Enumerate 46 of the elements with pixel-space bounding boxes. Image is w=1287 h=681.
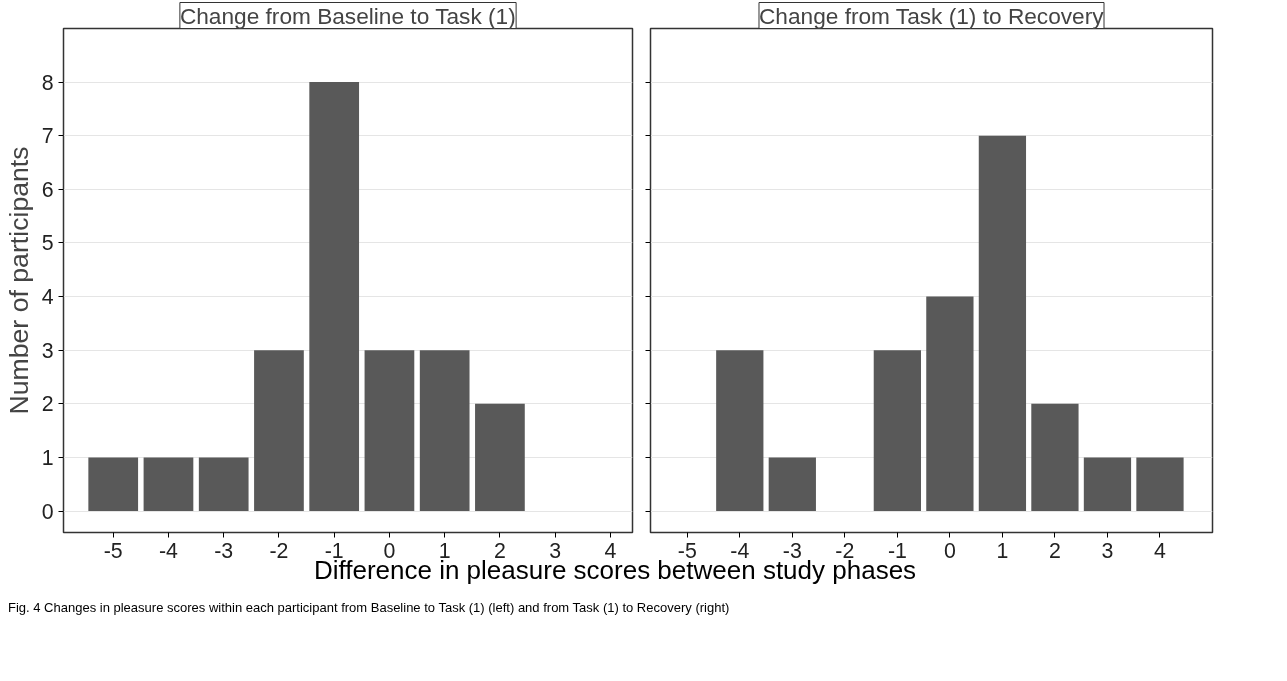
x-tick-label: -3 <box>782 538 802 563</box>
bar <box>1031 403 1079 512</box>
bar <box>254 350 304 512</box>
chart-title: Change from Baseline to Task (1) <box>179 2 516 29</box>
x-tick-label: -3 <box>214 538 234 563</box>
bar <box>475 403 525 512</box>
y-tick-label: 5 <box>41 231 54 256</box>
bar <box>88 457 139 512</box>
x-tick-label: 3 <box>1101 538 1114 563</box>
bar <box>978 135 1027 512</box>
y-tick-label: 3 <box>41 338 54 363</box>
y-tick-label: 2 <box>41 392 54 417</box>
x-tick-label: -2 <box>269 538 289 563</box>
bar <box>309 82 360 512</box>
y-tick-label: 6 <box>41 177 54 202</box>
y-tick-label: 8 <box>41 70 54 95</box>
x-tick-label: -4 <box>730 538 750 563</box>
bar <box>1136 457 1184 512</box>
y-tick-label: 0 <box>41 499 54 524</box>
x-tick-label: 2 <box>1049 538 1061 563</box>
caption: Fig. 4 Changes in pleasure scores within each participant from Baseline to Task (1) (left) and from Task (1) to Recovery (right) <box>8 599 730 618</box>
x-tick-label: 2 <box>493 538 506 563</box>
bar <box>1083 457 1132 512</box>
x-tick-label: -4 <box>158 538 179 563</box>
x-tick-label: 4 <box>604 538 617 563</box>
bar <box>873 350 921 512</box>
bar <box>364 350 415 512</box>
y-axis-title: Number of participants <box>3 146 34 415</box>
x-tick-label: 1 <box>996 538 1009 563</box>
bar <box>716 350 764 512</box>
x-tick-label: 3 <box>549 538 562 563</box>
x-tick-label: -1 <box>887 538 907 563</box>
chart-title: Change from Task (1) to Recovery <box>759 2 1105 29</box>
x-tick-label: -5 <box>103 538 123 563</box>
x-tick-label: 0 <box>943 538 956 563</box>
x-tick-label: 4 <box>1154 538 1167 563</box>
y-tick-label: 4 <box>41 285 54 310</box>
bar <box>419 350 470 512</box>
x-tick-label: 0 <box>383 538 396 563</box>
y-tick-label: 7 <box>41 124 54 149</box>
x-tick-label: -5 <box>677 538 697 563</box>
bar <box>926 296 974 512</box>
bar <box>198 457 249 512</box>
bar <box>768 457 816 512</box>
bar <box>143 457 194 512</box>
y-tick-label: 1 <box>41 445 54 470</box>
